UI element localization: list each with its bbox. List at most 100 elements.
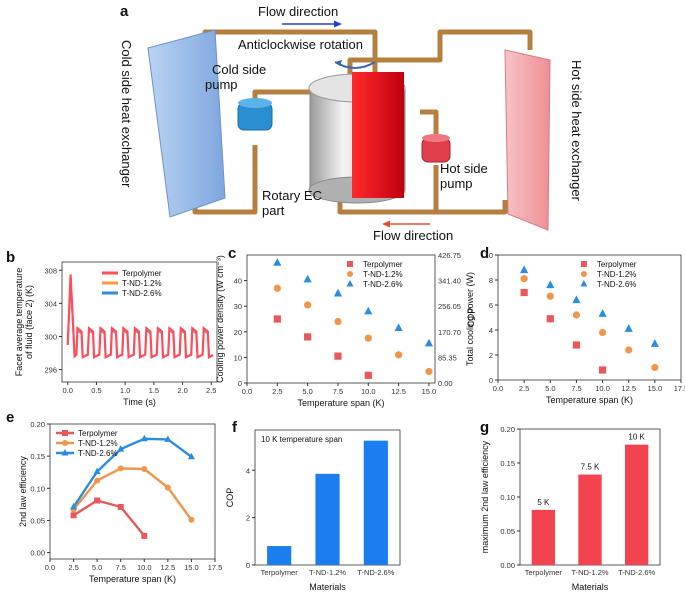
hot-side-pump [421,134,451,163]
data-point [94,477,101,484]
plot-frame [61,261,218,383]
data-point [625,346,633,354]
x-tick-label: 7.5 [115,563,125,572]
x-axis-label: Time (s) [123,397,156,407]
y-tick-label: 0.05 [500,527,515,536]
legend-label: T-ND-2.6% [597,280,637,289]
bar-T-ND-1.2% [315,473,340,565]
y-tick-label: 2 [246,514,250,523]
data-point [117,503,124,510]
legend-label: T-ND-2.6% [78,449,118,458]
series-line-Terpolymer [72,499,146,537]
y-tick-label: 10 [234,353,242,362]
data-point [70,512,77,519]
x-tick-label: 1.0 [120,386,130,395]
y-axis-label: COP [466,308,476,328]
hot-side-heat-exchanger [504,49,551,231]
panel-label-a: a [120,3,129,20]
x-axis-label: Temperature span (K) [297,398,384,408]
rotary-label-2: part [262,203,285,218]
y-tick-label: 308 [44,266,57,275]
x-tick-label: Terpolymer [525,568,563,577]
y-tick-label: 0.20 [500,425,515,434]
data-point [117,465,124,472]
cold-side-pump [237,98,273,131]
plot-frame [49,423,216,560]
bar-T-ND-2.6% [625,444,649,565]
y-axis-label: 2nd law efficiency [18,456,28,527]
y-tick-label: 30 [234,302,242,311]
x-tick-label: 2.0 [177,386,187,395]
y-tick-label: 0.05 [30,516,45,525]
legend-marker [62,430,68,436]
plot-frame [497,254,682,381]
x-tick-label: T-ND-1.2% [571,568,608,577]
legend-marker [580,271,587,277]
chart-f: f 0 2 4 Terpolymer T-ND-1.2% T-ND-2.6% 10 K tem… [225,419,401,592]
rotation-arrow-head [335,60,342,66]
x-axis-label: Materials [309,582,346,592]
x-axis-label: Temperature span (K) [89,574,176,584]
flow-direction-bottom-label: Flow direction [373,228,453,243]
data-point [304,301,312,309]
hot-hx-label: Hot side heat exchanger [569,60,584,202]
legend-label: Terpolymer [122,269,162,278]
data-point [624,324,633,332]
bar-data-label: 5 K [537,498,550,507]
y-tick-label: 0.15 [500,459,515,468]
chart-d: d 0.0 2.5 5.0 7.5 10.0 12.5 15.0 17.5 0 2 4 6 8 10 Temp… [466,245,685,405]
data-point [520,275,528,283]
series-line-T-ND-2.6% [72,437,193,508]
data-point [425,367,433,376]
data-point [651,363,659,372]
rotation-label: Anticlockwise rotation [238,37,363,52]
panel-label-d: d [480,245,489,262]
legend-marker [347,261,353,267]
data-point [164,435,172,442]
data-point [364,306,373,315]
x-axis-label: Materials [572,582,609,592]
x-tick-label: 10.0 [361,387,376,396]
data-point [273,284,281,292]
bar-Terpolymer [267,546,292,565]
hot-pump-label-1: Hot side [440,161,488,176]
x-tick-label: 10.0 [595,384,610,393]
chart-e: e 0.0 2.5 5.0 7.5 10.0 12.5 15.0 17.5 0.00 0.05 0.1… [6,409,222,584]
y-tick-label: 304 [44,299,57,308]
x-tick-label: T-ND-1.2% [309,568,346,577]
legend-marker [347,271,353,277]
data-point [572,341,581,349]
x-tick-label: 2.5 [272,387,282,396]
data-point [598,366,607,374]
x-tick-label: T-ND-2.6% [357,568,394,577]
legend-marker [62,440,68,446]
x-tick-label: 15.0 [422,387,437,396]
x-tick-label: 2.5 [206,386,216,395]
data-point [334,352,342,360]
y-tick-label: 0.00 [30,549,45,558]
cold-pump-label-2: pump [205,77,238,92]
y-tick-label: 40 [234,277,242,286]
x-tick-label: 15.0 [184,563,199,572]
data-point [141,466,148,472]
y2-tick-label: 256.05 [438,302,461,311]
data-point [520,265,529,274]
x-tick-label: 2.5 [519,384,529,393]
bar-T-ND-2.6% [363,440,388,565]
panel-label-f: f [232,419,238,436]
data-point [303,274,312,283]
series-line-Terpolymer [66,274,214,359]
bar-data-label: 10 K [628,433,645,442]
data-point [546,280,555,289]
bar-Terpolymer [531,509,555,565]
legend-label: T-ND-1.2% [78,439,118,448]
x-tick-label: 17.5 [674,384,685,393]
x-tick-label: 5.0 [92,563,102,572]
y-axis-label: maximum 2nd law efficiency [480,440,490,553]
x-tick-label: 7.5 [571,384,581,393]
data-point [188,516,195,523]
data-point [394,323,403,332]
